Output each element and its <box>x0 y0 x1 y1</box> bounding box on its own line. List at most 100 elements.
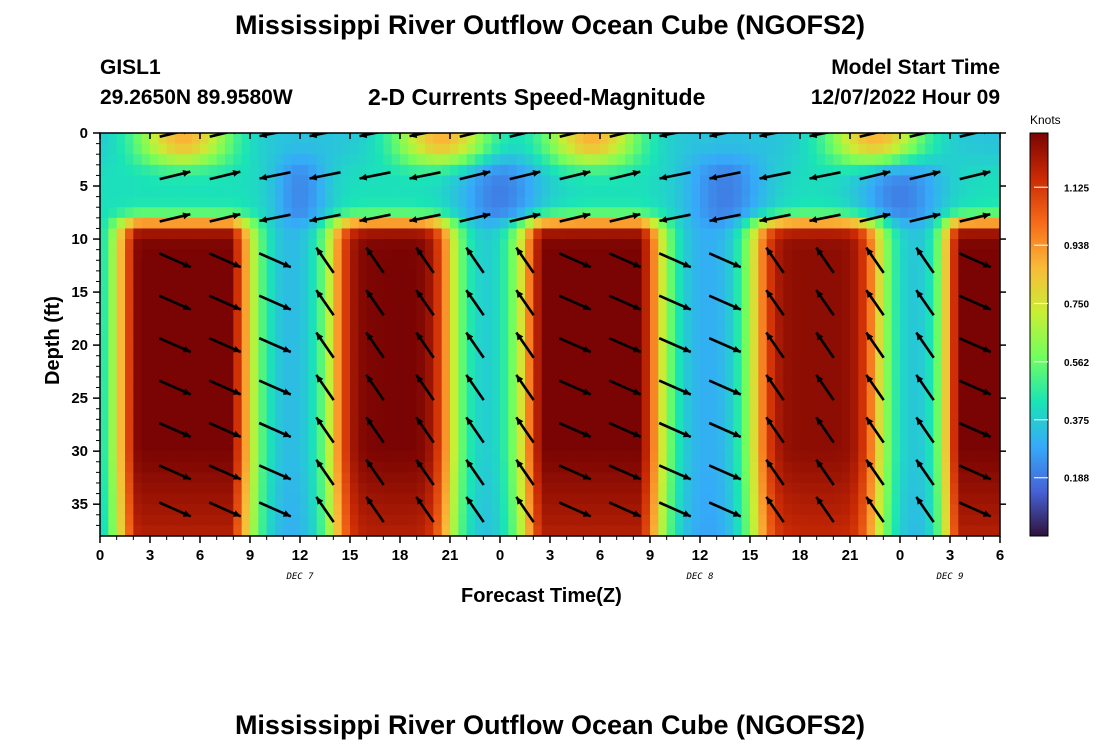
heatmap-cell <box>758 260 768 272</box>
heatmap-cell <box>966 514 976 526</box>
heatmap-cell <box>300 408 309 420</box>
current-arrow-head <box>759 173 768 181</box>
heatmap-cell <box>975 207 984 219</box>
heatmap-cell <box>241 133 251 145</box>
heatmap-cell <box>441 387 451 399</box>
heatmap-cell <box>858 461 868 473</box>
heatmap-cell <box>700 217 709 230</box>
heatmap-cell <box>758 270 768 283</box>
heatmap-cell <box>600 302 609 314</box>
current-arrow-head <box>416 290 424 298</box>
heatmap-cell <box>808 345 818 357</box>
heatmap-cell <box>100 313 109 325</box>
current-arrow-head <box>732 510 741 517</box>
heatmap-cell <box>566 345 576 357</box>
heatmap-cell <box>591 143 601 155</box>
heatmap-cell <box>700 143 709 155</box>
x-tick-label: 18 <box>792 547 809 564</box>
heatmap-cell <box>416 366 426 378</box>
heatmap-cell <box>700 175 709 187</box>
heatmap-cell <box>108 217 118 230</box>
heatmap-cell <box>650 302 659 314</box>
heatmap-cell <box>550 260 559 272</box>
heatmap-cell <box>433 154 443 166</box>
colorbar-tick-label: 1.125 <box>1064 183 1089 194</box>
current-arrow-head <box>816 290 824 298</box>
heatmap-cell <box>566 270 576 283</box>
heatmap-cell <box>591 239 601 251</box>
heatmap-cell <box>600 281 609 293</box>
heatmap-cell <box>566 239 576 251</box>
heatmap-cell <box>458 270 468 283</box>
heatmap-cell <box>450 408 459 420</box>
heatmap-cell <box>733 376 743 389</box>
heatmap-cell <box>658 482 668 495</box>
heatmap-cell <box>508 302 518 314</box>
heatmap-cell <box>466 196 476 208</box>
heatmap-cell <box>966 493 976 505</box>
heatmap-cell <box>833 175 843 187</box>
heatmap-cell <box>308 323 318 336</box>
heatmap-cell <box>783 154 793 166</box>
heatmap-cell <box>733 133 743 145</box>
heatmap-cell <box>858 493 868 505</box>
heatmap-cell <box>483 143 493 155</box>
heatmap-cell <box>283 504 293 516</box>
heatmap-cell <box>916 270 926 283</box>
heatmap-cell <box>525 217 534 230</box>
heatmap-cell <box>550 419 559 431</box>
heatmap-cell <box>841 270 851 283</box>
heatmap-cell <box>516 355 526 367</box>
heatmap-cell <box>433 133 443 145</box>
heatmap-cell <box>625 482 634 495</box>
heatmap-cell <box>975 143 984 155</box>
heatmap-cell <box>766 260 776 272</box>
heatmap-cell <box>900 196 909 208</box>
heatmap-cell <box>383 461 393 473</box>
current-arrow-head <box>709 216 718 223</box>
heatmap-cell <box>700 419 709 431</box>
heatmap-cell <box>641 514 651 526</box>
heatmap-cell <box>150 228 159 240</box>
current-arrow-head <box>232 212 241 220</box>
heatmap-cell <box>458 143 468 155</box>
heatmap-cell <box>225 504 234 516</box>
heatmap-cell <box>591 440 601 452</box>
current-arrow-head <box>182 303 191 310</box>
current-arrow-head <box>866 417 874 426</box>
heatmap-cell <box>225 514 234 526</box>
colorbar-tick-label: 0.188 <box>1064 474 1089 485</box>
heatmap-cell <box>350 504 359 516</box>
heatmap-cell <box>650 429 659 442</box>
heatmap-cell <box>850 249 859 261</box>
current-arrow-head <box>732 346 741 353</box>
heatmap-cell <box>341 281 351 293</box>
heatmap-cell <box>541 514 551 526</box>
heatmap-cell <box>141 249 151 261</box>
heatmap-cell <box>416 217 426 230</box>
heatmap-cell <box>741 398 751 410</box>
heatmap-cell <box>541 525 551 536</box>
heatmap-cell <box>825 207 834 219</box>
current-arrow-head <box>866 496 874 505</box>
current-arrow-head <box>366 417 374 426</box>
heatmap-cell <box>975 525 984 536</box>
heatmap-cell <box>616 493 626 505</box>
heatmap-cell <box>391 429 401 442</box>
heatmap-cell <box>491 270 501 283</box>
heatmap-cell <box>225 408 234 420</box>
heatmap-cell <box>283 366 293 378</box>
heatmap-cell <box>983 281 993 293</box>
heatmap-cell <box>833 376 843 389</box>
current-arrow-head <box>259 216 268 223</box>
heatmap-cell <box>991 217 1000 230</box>
heatmap-cell <box>733 504 743 516</box>
heatmap-cell <box>708 345 718 357</box>
heatmap-cell <box>925 292 934 304</box>
heatmap-cell <box>491 525 501 536</box>
heatmap-cell <box>483 186 493 198</box>
heatmap-cell <box>166 302 176 314</box>
heatmap-cell <box>600 186 609 198</box>
heatmap-cell <box>683 143 693 155</box>
